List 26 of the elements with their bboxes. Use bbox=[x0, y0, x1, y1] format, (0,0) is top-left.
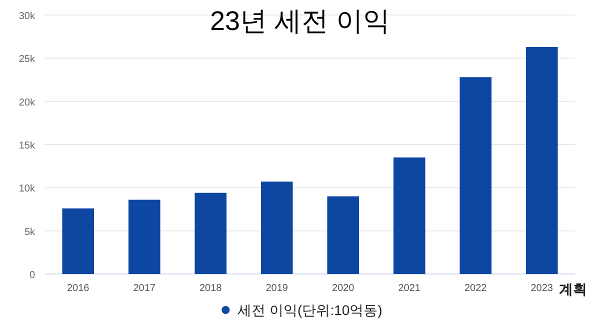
bar bbox=[62, 208, 94, 274]
x-tick-label: 2016 bbox=[67, 283, 90, 294]
x-tick-label: 2022 bbox=[464, 283, 488, 294]
bar bbox=[327, 196, 360, 274]
y-tick-label: 25k bbox=[18, 54, 36, 66]
bar bbox=[393, 157, 426, 274]
x-tick-label: 2017 bbox=[133, 283, 156, 294]
y-tick-label: 0 bbox=[29, 270, 36, 281]
bar bbox=[194, 192, 227, 274]
bar bbox=[260, 182, 293, 274]
x-tick-label: 2018 bbox=[200, 283, 222, 294]
y-tick-label: 30k bbox=[18, 11, 36, 22]
x-tick-label: 2019 bbox=[266, 283, 288, 294]
chart-title: 23년 세전 이익 bbox=[210, 6, 390, 36]
y-tick-label: 10k bbox=[18, 184, 36, 195]
bar bbox=[128, 200, 160, 274]
x-tick-label: 2020 bbox=[332, 283, 355, 294]
y-tick-label: 5k bbox=[24, 226, 36, 238]
y-tick-label: 20k bbox=[18, 97, 36, 108]
x-tick-label: 2021 bbox=[398, 283, 421, 294]
x-tick-label: 2023 bbox=[530, 283, 554, 294]
annotation: 계획 bbox=[558, 281, 587, 297]
y-tick-label: 15k bbox=[18, 140, 36, 152]
bar bbox=[526, 46, 558, 274]
legend-label: 세전 이익(단위:10억동) bbox=[238, 302, 382, 318]
bar bbox=[460, 77, 492, 274]
